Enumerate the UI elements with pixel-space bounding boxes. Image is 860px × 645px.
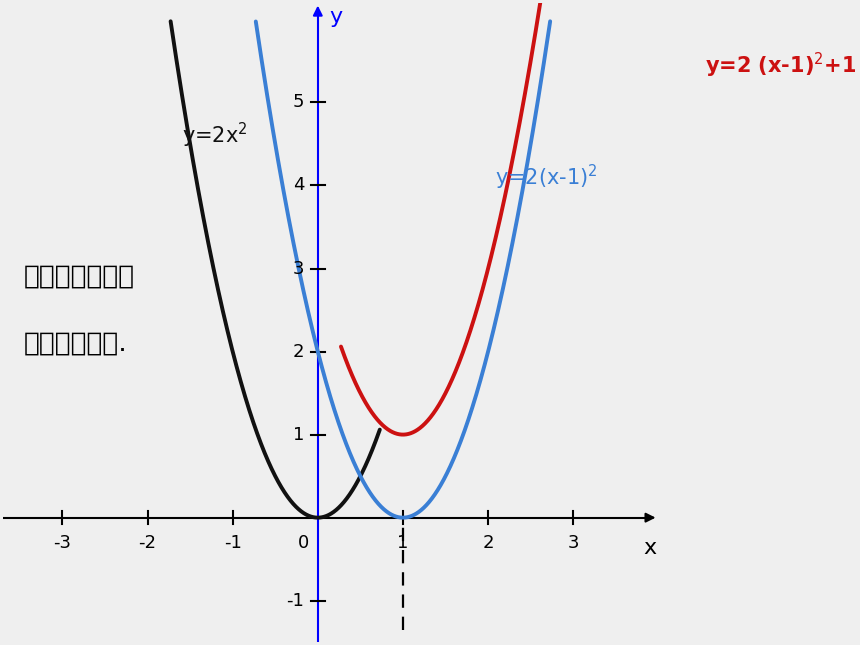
Text: -1: -1	[224, 534, 242, 552]
Text: 1: 1	[292, 426, 304, 444]
Text: y=2(x-1)$^2$: y=2(x-1)$^2$	[494, 163, 598, 192]
Text: y: y	[329, 7, 342, 27]
Text: 1: 1	[397, 534, 408, 552]
Text: 4: 4	[292, 177, 304, 195]
Text: 观察这三个图象: 观察这三个图象	[24, 264, 135, 290]
Text: 2: 2	[292, 342, 304, 361]
Text: y=2 (x-1)$^2$+1: y=2 (x-1)$^2$+1	[705, 50, 857, 80]
Text: 3: 3	[568, 534, 579, 552]
Text: 3: 3	[292, 259, 304, 277]
Text: x: x	[643, 539, 656, 559]
Text: 5: 5	[292, 94, 304, 112]
Text: -2: -2	[138, 534, 157, 552]
Text: -3: -3	[53, 534, 71, 552]
Text: 是如何平移的.: 是如何平移的.	[24, 330, 128, 356]
Text: y=2x$^2$: y=2x$^2$	[181, 121, 247, 150]
Text: 0: 0	[298, 534, 310, 552]
Text: 2: 2	[482, 534, 494, 552]
Text: -1: -1	[286, 591, 304, 610]
